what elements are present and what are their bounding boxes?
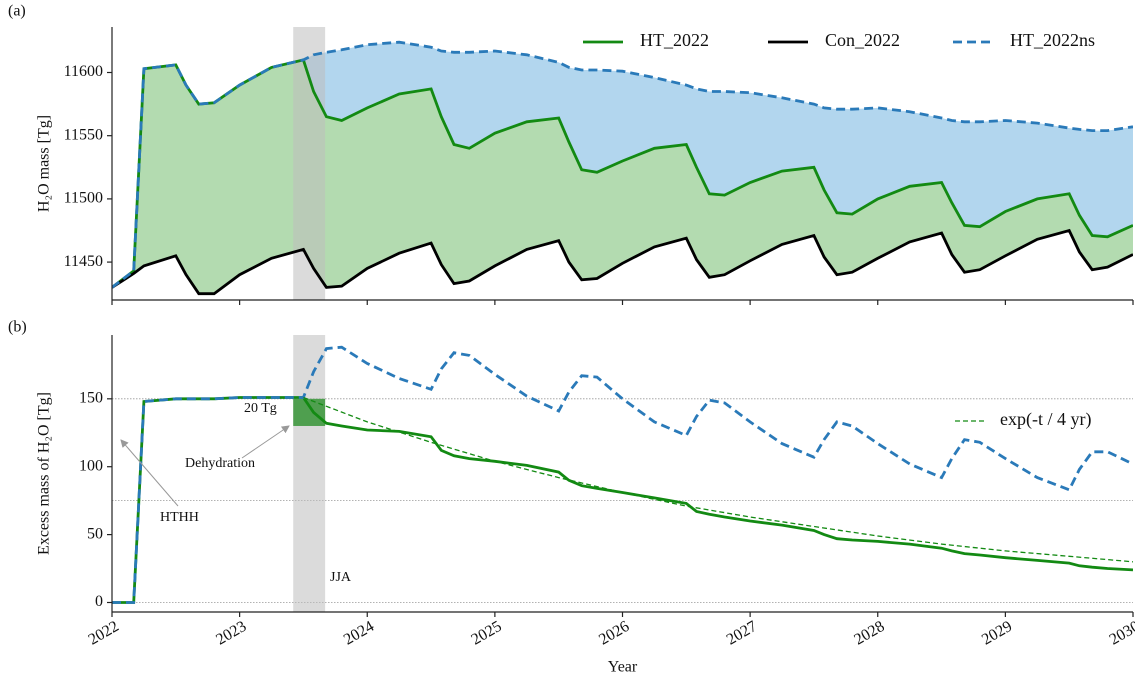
x-tick-label: 2029 [979,618,1015,649]
y-axis-label: H₂O mass [Tg] [36,115,53,212]
fill-area [112,42,1133,288]
annotation: 20 Tg [244,401,277,416]
x-tick-label: 2027 [724,618,760,649]
legend-label: HT_2022 [640,30,709,50]
y-tick-label: 11450 [64,253,103,270]
series-line [303,396,1133,563]
panel-label: (b) [8,319,27,336]
y-axis-label: Excess mass of H₂O [Tg] [36,392,53,555]
annotation-arrow [241,425,290,459]
annotation: Dehydration [185,456,255,471]
y-tick-label: 11600 [64,63,103,80]
annotation-arrow [120,439,179,507]
y-tick-label: 50 [87,525,103,542]
x-tick-label: 2024 [341,618,377,649]
legend-label: HT_2022ns [1010,30,1095,50]
annotation: HTHH [160,510,199,525]
series-line [112,40,1133,289]
series-line [112,345,1133,604]
y-tick-label: 11500 [64,190,103,207]
x-axis-label: Year [608,659,638,676]
fill-area [112,59,1133,294]
y-tick-label: 150 [79,389,103,406]
y-tick-label: 100 [79,457,103,474]
x-tick-label: 2023 [213,618,249,649]
dehydration-box [293,398,326,426]
annotation: JJA [330,570,352,585]
season-span [293,335,326,612]
season-span [293,27,326,300]
series-line [112,396,1133,604]
x-tick-label: 2022 [86,618,122,649]
x-tick-label: 2030 [1107,618,1135,649]
x-tick-label: 2026 [596,618,632,649]
legend-label: Con_2022 [825,30,900,50]
series-line [112,228,1133,296]
y-tick-label: 0 [95,593,103,610]
x-tick-label: 2028 [851,618,887,649]
y-tick-label: 11550 [64,126,103,143]
legend-label: exp(-t / 4 yr) [1000,409,1091,430]
x-tick-label: 2025 [468,618,504,649]
panel-label: (a) [8,3,26,20]
